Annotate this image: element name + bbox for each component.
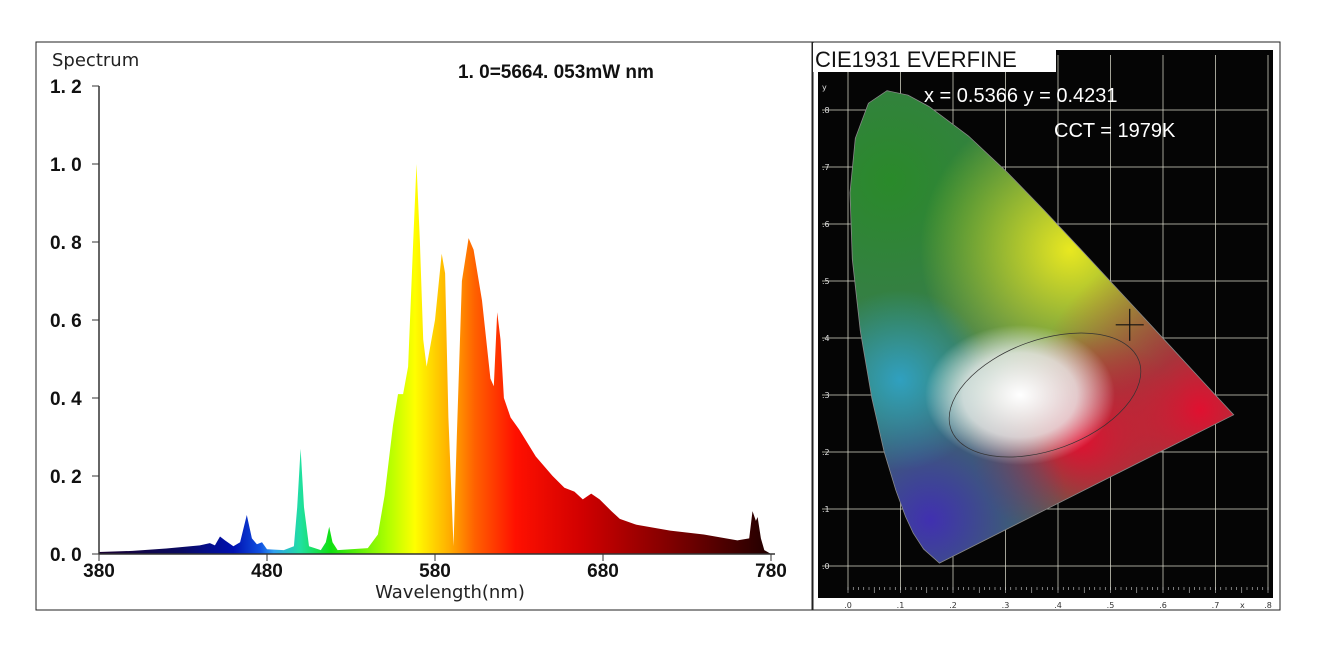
y-tick-label: 0. 2 — [50, 467, 82, 488]
cie-x-tick-label: .5 — [1107, 601, 1115, 610]
spectrum-scale-annotation: 1. 0=5664. 053mW nm — [458, 62, 654, 83]
cie-x-tick-label: .3 — [1002, 601, 1010, 610]
cie-y-tick-label: .8 — [822, 106, 830, 115]
cie-cct: CCT = 1979K — [1054, 120, 1176, 142]
cie-y-tick-label: .0 — [822, 562, 830, 571]
cie-x-tick-label: .6 — [1159, 601, 1167, 610]
spectrum-title: Spectrum — [52, 50, 139, 71]
cie-y-axis-label: y — [822, 83, 827, 92]
y-tick-label: 1. 0 — [50, 155, 82, 176]
x-axis-label: Wavelength(nm) — [375, 582, 525, 603]
chromaticity-marker — [1115, 308, 1144, 341]
spectral-locus — [849, 90, 1235, 564]
x-tick-label: 380 — [83, 561, 115, 582]
cie-y-tick-label: .4 — [822, 334, 830, 343]
cie-title-box — [813, 43, 1056, 72]
cie-y-tick-label: .1 — [822, 505, 830, 514]
cie-x-tick-label: .8 — [1264, 601, 1272, 610]
cie-x-tick-label: .7 — [1212, 601, 1220, 610]
cie-coordinates: x = 0.5366 y = 0.4231 — [924, 85, 1118, 107]
planckian-region — [948, 332, 1142, 458]
x-tick-label: 580 — [419, 561, 451, 582]
cie-y-tick-label: .2 — [822, 448, 830, 457]
y-tick-label: 0. 4 — [50, 389, 82, 410]
cie-x-axis-label: x — [1240, 601, 1245, 610]
cie-title: CIE1931 EVERFINE — [815, 47, 1017, 72]
y-tick-label: 0. 6 — [50, 311, 82, 332]
spectrum-area — [99, 164, 771, 554]
cie-x-tick-label: .1 — [897, 601, 905, 610]
cie-y-tick-label: .7 — [822, 163, 830, 172]
x-tick-label: 680 — [587, 561, 619, 582]
cie-y-tick-label: .6 — [822, 220, 830, 229]
cie-x-tick-label: .0 — [844, 601, 852, 610]
x-tick-label: 480 — [251, 561, 283, 582]
y-tick-label: 0. 0 — [50, 545, 82, 566]
cie-x-tick-label: .2 — [949, 601, 957, 610]
cie-x-tick-label: .4 — [1054, 601, 1062, 610]
y-tick-label: 0. 8 — [50, 233, 82, 254]
cie-y-tick-label: .3 — [822, 391, 830, 400]
x-tick-label: 780 — [755, 561, 787, 582]
cie-y-tick-label: .5 — [822, 277, 830, 286]
y-tick-label: 1. 2 — [50, 77, 82, 98]
